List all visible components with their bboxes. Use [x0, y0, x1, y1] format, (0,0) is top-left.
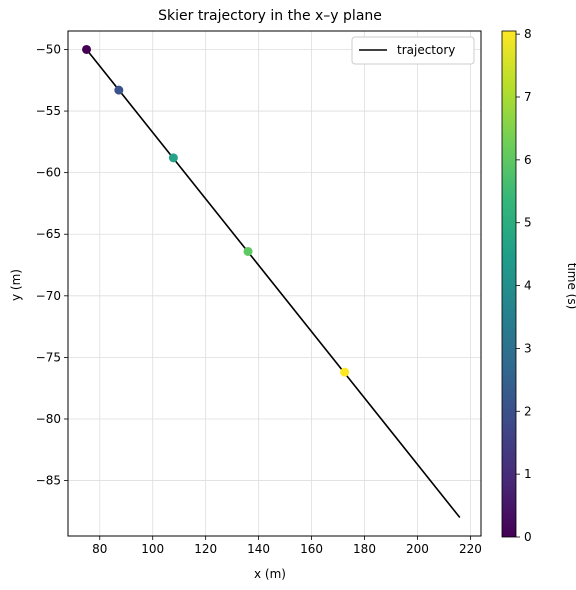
- legend-label: trajectory: [397, 43, 455, 57]
- y-tick-label: −70: [36, 289, 61, 303]
- x-tick-label: 180: [353, 542, 376, 556]
- colorbar-tick-label: 4: [524, 279, 532, 293]
- x-tick-label: 100: [141, 542, 164, 556]
- plot-frame: [67, 30, 482, 537]
- y-tick-label: −55: [36, 104, 61, 118]
- colorbar-tick-label: 0: [524, 530, 532, 544]
- colorbar-tick-label: 8: [524, 27, 532, 41]
- legend: trajectory: [351, 36, 475, 65]
- x-tick-label: 200: [406, 542, 429, 556]
- x-tick-label: 120: [194, 542, 217, 556]
- colorbar-tick-label: 6: [524, 153, 532, 167]
- colorbar-gradient: [501, 30, 517, 538]
- colorbar-tick-label: 7: [524, 90, 532, 104]
- time-marker: [114, 85, 124, 95]
- colorbar-tick-label: 1: [524, 467, 532, 481]
- y-tick-label: −50: [36, 42, 61, 56]
- y-tick-label: −85: [36, 474, 61, 488]
- y-tick-label: −75: [36, 350, 61, 364]
- colorbar-label: time (s): [565, 263, 576, 310]
- y-tick-label: −60: [36, 166, 61, 180]
- x-tick-label: 160: [300, 542, 323, 556]
- time-marker: [82, 44, 92, 54]
- time-marker: [243, 246, 253, 256]
- colorbar-tick-label: 3: [524, 341, 532, 355]
- time-marker: [168, 153, 178, 163]
- colorbar-tick-label: 5: [524, 216, 532, 230]
- y-tick-label: −65: [36, 227, 61, 241]
- x-axis-label: x (m): [254, 567, 286, 581]
- plot-background: [68, 31, 481, 536]
- x-tick-label: 80: [92, 542, 107, 556]
- legend-box: [351, 36, 475, 65]
- colorbar: 0 1 2 3 4 5 6 7 8: [501, 27, 532, 544]
- trajectory-line: [85, 48, 461, 519]
- x-tick-label: 140: [247, 542, 270, 556]
- colorbar-tick-label: 2: [524, 404, 532, 418]
- y-axis-label: y (m): [9, 269, 23, 301]
- x-tick-label: 220: [459, 542, 482, 556]
- plot-area: 80 100 120 140 160 180 200 220 −50 −55 −60 −65 −70 −7…: [36, 30, 482, 556]
- time-marker: [340, 367, 350, 377]
- chart-title: Skier trajectory in the x–y plane: [158, 8, 382, 24]
- y-tick-label: −80: [36, 412, 61, 426]
